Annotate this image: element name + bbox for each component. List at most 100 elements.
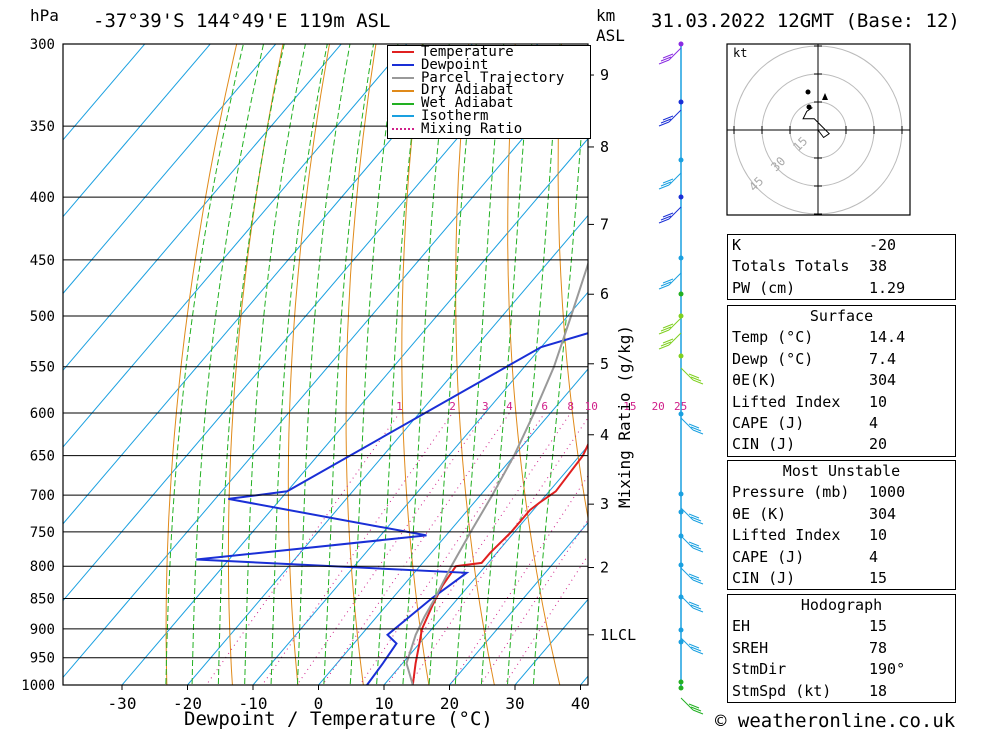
wind-level-dot bbox=[678, 255, 684, 261]
wind-barb bbox=[668, 172, 682, 186]
table-row: PW (cm) 1.29 bbox=[728, 278, 955, 299]
wind-barb-flag bbox=[662, 212, 674, 218]
isotherm-line bbox=[63, 44, 211, 218]
wind-level-dot bbox=[678, 685, 684, 691]
height-unit-label: km bbox=[596, 6, 616, 25]
wind-barb-flag bbox=[658, 218, 670, 224]
isotherm-line bbox=[252, 291, 588, 685]
legend-label: Wet Adiabat bbox=[421, 95, 514, 112]
row-label: StmSpd (kt) bbox=[732, 681, 832, 700]
wind-barb-flag bbox=[690, 376, 702, 382]
row-value: 304 bbox=[869, 504, 897, 523]
wind-barb-flag bbox=[660, 215, 672, 221]
wind-barb bbox=[680, 535, 694, 549]
isotherm-line bbox=[63, 44, 342, 371]
km-tick-label: 3 bbox=[600, 495, 609, 513]
wind-barb bbox=[680, 567, 694, 581]
wind-level-dot bbox=[678, 291, 684, 297]
pressure-tick-label: 750 bbox=[30, 525, 55, 541]
row-value: 1000 bbox=[869, 483, 906, 502]
wind-barb-flag bbox=[658, 329, 670, 335]
storm-motion-marker bbox=[822, 93, 828, 100]
legend-item: Wet Adiabat bbox=[388, 95, 590, 112]
datetime-title: 31.03.2022 12GMT (Base: 12) bbox=[651, 10, 960, 32]
pressure-unit-label: hPa bbox=[30, 6, 59, 25]
wet-adiabat-line bbox=[296, 44, 351, 685]
table-row: θE (K) 304 bbox=[728, 504, 955, 525]
wind-barb-flag bbox=[692, 709, 704, 715]
height-unit-asl: ASL bbox=[596, 26, 625, 45]
chart-legend: Temperature Dewpoint Parcel Trajectory Dry … bbox=[387, 45, 591, 139]
isotherm-line bbox=[63, 44, 408, 448]
row-value: 4 bbox=[869, 547, 879, 566]
table-row: CIN (J) 15 bbox=[728, 568, 955, 589]
legend-swatch bbox=[392, 102, 414, 105]
wind-barb-flag bbox=[662, 115, 674, 121]
mixing-ratio-line bbox=[321, 412, 510, 685]
wind-barb-flag bbox=[690, 646, 702, 652]
legend-swatch bbox=[392, 128, 414, 131]
row-label: CIN (J) bbox=[732, 435, 796, 454]
row-value: 78 bbox=[869, 638, 888, 657]
pressure-tick-label: 550 bbox=[30, 360, 55, 376]
wind-barb-flag bbox=[662, 338, 674, 344]
isotherm-line bbox=[317, 368, 588, 685]
wind-barb-flag bbox=[690, 576, 702, 582]
table-title: Hodograph bbox=[800, 596, 883, 614]
pressure-tick-label: 850 bbox=[30, 591, 55, 607]
mixing-ratio-label: 20 bbox=[652, 400, 665, 413]
mixing-ratio-line bbox=[296, 412, 486, 685]
table-row: SREH 78 bbox=[728, 638, 955, 659]
wind-barb-flag bbox=[690, 544, 702, 550]
hodograph-trace bbox=[802, 107, 830, 139]
wind-barb-flag bbox=[658, 284, 670, 290]
wind-barb-flag bbox=[692, 547, 704, 553]
legend-item: Isotherm bbox=[388, 109, 590, 123]
wind-barb-flag bbox=[660, 326, 672, 332]
wind-barb bbox=[668, 272, 682, 286]
mixing-ratio-axis-title: Mixing Ratio (g/kg) bbox=[615, 324, 634, 508]
pressure-tick-label: 400 bbox=[30, 190, 55, 206]
wind-barb-flag bbox=[660, 118, 672, 124]
x-tick-label: -30 bbox=[108, 694, 137, 713]
row-label: Lifted Index bbox=[732, 526, 841, 545]
row-value: 38 bbox=[869, 257, 888, 276]
wind-barb-flag bbox=[688, 513, 700, 519]
wind-barb-flag bbox=[660, 341, 672, 347]
mixing-ratio-label: 15 bbox=[623, 400, 636, 413]
wind-barb-flag bbox=[660, 56, 672, 62]
row-label: K bbox=[732, 236, 742, 254]
wet-adiabat-line bbox=[323, 44, 375, 685]
table-row: Lifted Index 10 bbox=[728, 525, 955, 546]
mixing-ratio-label: 1 bbox=[396, 400, 403, 413]
wind-barb-flag bbox=[690, 516, 702, 522]
wind-barb-flag bbox=[688, 423, 700, 429]
row-value: 15 bbox=[869, 617, 888, 636]
km-tick-label: 6 bbox=[600, 285, 609, 303]
wind-barb-flag bbox=[690, 604, 702, 610]
dry-adiabat-line bbox=[165, 44, 238, 685]
wind-barb bbox=[668, 317, 682, 331]
x-tick-label: -10 bbox=[239, 694, 268, 713]
wind-barb-flag bbox=[688, 643, 700, 649]
wind-barb-flag bbox=[692, 649, 704, 655]
wet-adiabat-line bbox=[270, 44, 328, 685]
row-label: Totals Totals bbox=[732, 257, 850, 276]
hodograph-point bbox=[805, 89, 811, 95]
legend-label: Parcel Trajectory bbox=[421, 69, 565, 86]
table-row: CAPE (J) 4 bbox=[728, 547, 955, 568]
x-tick-label: 30 bbox=[505, 694, 524, 713]
hodograph-unit-label: kt bbox=[733, 46, 747, 60]
legend-swatch bbox=[392, 115, 414, 118]
table-row: Totals Totals 38 bbox=[728, 256, 955, 277]
wind-barb-flag bbox=[688, 541, 700, 547]
wind-barb bbox=[680, 697, 694, 711]
wet-adiabat-line bbox=[165, 44, 244, 685]
wind-barb bbox=[668, 109, 682, 123]
pressure-tick-label: 950 bbox=[30, 651, 55, 667]
wind-barb bbox=[668, 206, 682, 220]
wind-level-dot bbox=[678, 627, 684, 633]
wind-level-dot bbox=[678, 313, 684, 319]
pressure-tick-label: 500 bbox=[30, 309, 55, 325]
